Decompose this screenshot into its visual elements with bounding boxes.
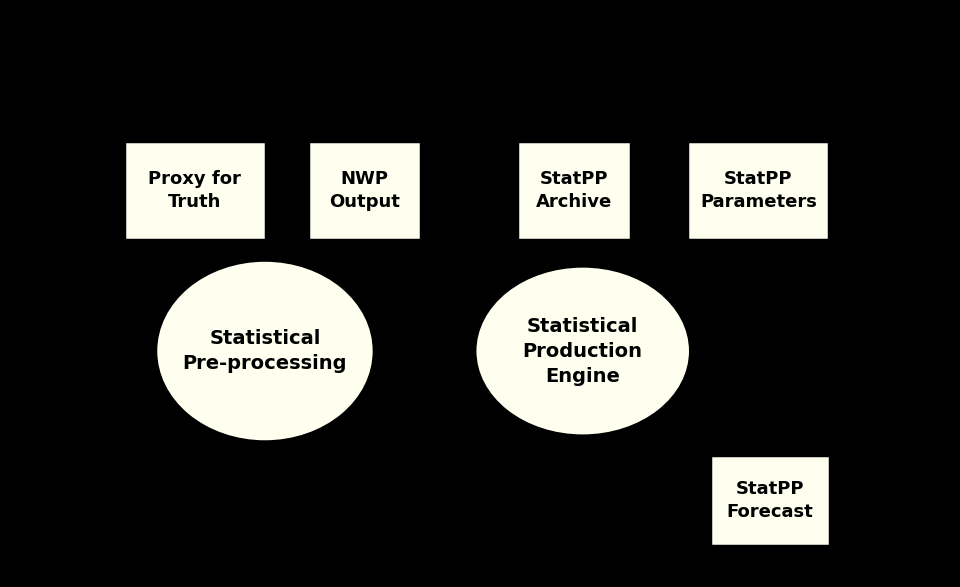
Text: Proxy for
Truth: Proxy for Truth (149, 170, 241, 211)
Ellipse shape (156, 260, 374, 442)
Text: StatPP
Archive: StatPP Archive (536, 170, 612, 211)
Ellipse shape (474, 266, 691, 436)
FancyBboxPatch shape (308, 141, 421, 240)
FancyBboxPatch shape (517, 141, 631, 240)
FancyBboxPatch shape (710, 454, 829, 546)
FancyBboxPatch shape (124, 141, 266, 240)
Text: StatPP
Parameters: StatPP Parameters (700, 170, 817, 211)
FancyBboxPatch shape (687, 141, 829, 240)
Text: NWP
Output: NWP Output (329, 170, 400, 211)
Text: Statistical
Production
Engine: Statistical Production Engine (522, 316, 643, 386)
Text: Statistical
Pre-processing: Statistical Pre-processing (182, 329, 348, 373)
Text: StatPP
Forecast: StatPP Forecast (727, 480, 813, 521)
